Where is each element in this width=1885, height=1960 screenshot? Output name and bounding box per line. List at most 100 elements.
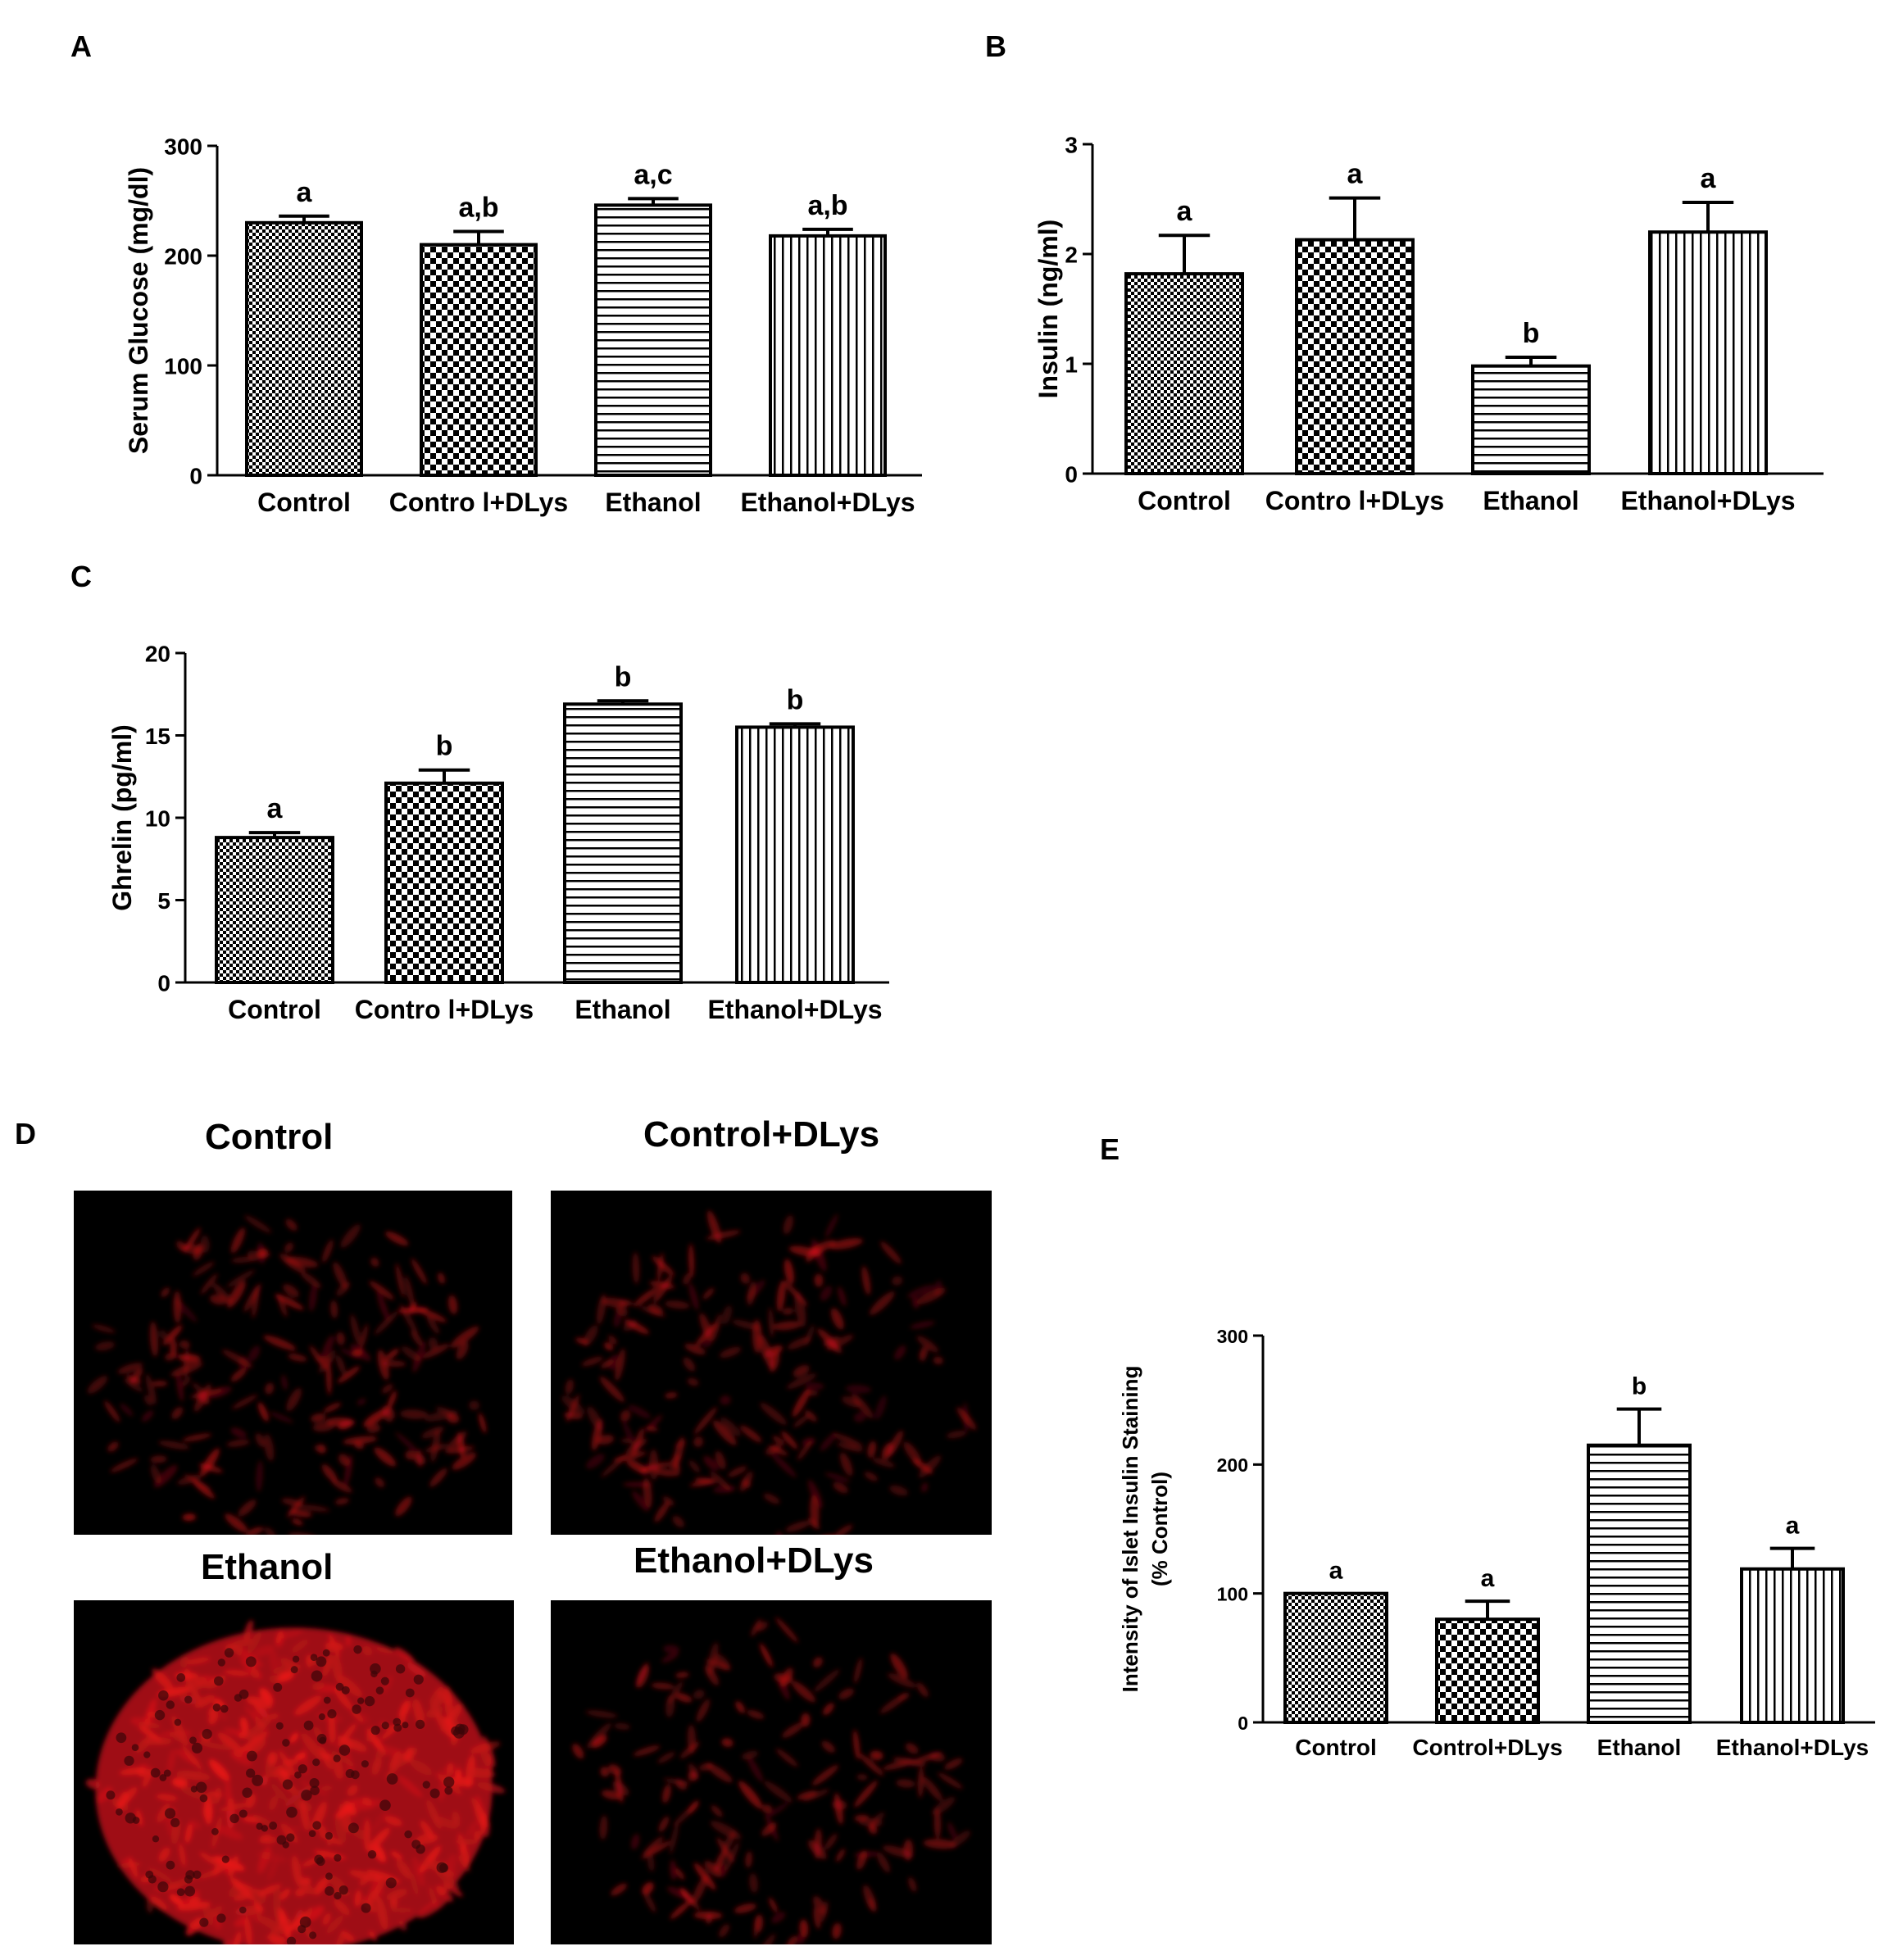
- stain-blob: [706, 1763, 733, 1783]
- stain-blob: [255, 1432, 266, 1448]
- stain-blob: [196, 1392, 210, 1404]
- stain-blob: [769, 1445, 788, 1456]
- nucleus-dot: [341, 1686, 350, 1695]
- stain-blob: [216, 1709, 228, 1721]
- stain-blob: [394, 1647, 415, 1663]
- stain-blob: [231, 1881, 258, 1893]
- nucleus-dot: [286, 1806, 298, 1818]
- stain-blob: [591, 1735, 607, 1749]
- stain-blob: [675, 1672, 689, 1678]
- stain-blob: [785, 1521, 811, 1532]
- stain-blob: [309, 1345, 328, 1370]
- stain-blob: [903, 1839, 914, 1861]
- nucleus-dot: [422, 1781, 430, 1789]
- stain-blob: [104, 1400, 120, 1422]
- stain-blob: [916, 1336, 939, 1353]
- stain-blob: [412, 1341, 426, 1373]
- nucleus-dot: [229, 1813, 239, 1823]
- stain-blob: [719, 1346, 742, 1359]
- bar-contro-l-dlys: [1295, 238, 1415, 475]
- stain-blob: [385, 1889, 407, 1900]
- stain-blob: [824, 1833, 838, 1850]
- stain-blob: [398, 1699, 411, 1719]
- stain-blob: [197, 1867, 226, 1880]
- nucleus-dot: [338, 1885, 348, 1895]
- stain-blob: [707, 1642, 719, 1676]
- nucleus-dot: [286, 1936, 297, 1944]
- stain-blob: [261, 1775, 269, 1786]
- stain-blob: [880, 1241, 902, 1264]
- bar-ethanol-dlys: [769, 234, 887, 477]
- nucleus-dot: [238, 1906, 247, 1914]
- nucleus-dot: [443, 1776, 455, 1788]
- stain-blob: [185, 1917, 203, 1936]
- stain-blob: [776, 1280, 786, 1312]
- stain-blob: [447, 1703, 462, 1725]
- stain-blob: [832, 1922, 842, 1940]
- significance-label: b: [436, 731, 453, 762]
- nucleus-dot: [316, 1656, 327, 1667]
- stain-blob: [252, 1286, 260, 1318]
- stain-blob: [313, 1445, 327, 1453]
- stain-blob: [363, 1409, 388, 1427]
- stain-blob: [144, 1698, 157, 1727]
- stain-blob: [434, 1712, 453, 1738]
- stain-blob: [712, 1485, 737, 1494]
- nucleus-dot: [375, 1686, 384, 1695]
- stain-blob: [704, 1861, 722, 1877]
- stain-blob: [291, 1639, 309, 1653]
- nucleus-dot: [282, 1739, 290, 1747]
- nucleus-dot: [213, 1676, 224, 1686]
- stain-blob: [370, 1257, 379, 1268]
- stain-blob: [117, 1363, 143, 1374]
- stain-blob: [179, 1340, 190, 1350]
- nucleus-dot: [166, 1860, 175, 1870]
- stain-blob: [636, 1665, 650, 1688]
- stain-blob: [911, 1752, 942, 1764]
- significance-label: b: [1632, 1373, 1647, 1400]
- stain-blob: [326, 1915, 344, 1934]
- stain-blob: [175, 1372, 184, 1402]
- stain-blob: [397, 1775, 423, 1798]
- nucleus-dot: [184, 1885, 196, 1897]
- stain-blob: [130, 1368, 143, 1384]
- nucleus-dot: [189, 1736, 197, 1744]
- stain-blob: [279, 1253, 306, 1274]
- nucleus-dot: [361, 1760, 369, 1768]
- stain-blob: [632, 1251, 640, 1285]
- stain-blob: [643, 1835, 664, 1855]
- nucleus-dot: [402, 1722, 409, 1729]
- stain-blob: [720, 1417, 742, 1437]
- stain-blob: [869, 1291, 895, 1315]
- stain-blob: [444, 1686, 453, 1720]
- stain-blob: [480, 1747, 489, 1767]
- stain-blob: [143, 1395, 153, 1406]
- stain-blob: [829, 1238, 864, 1250]
- stain-blob: [669, 1454, 681, 1470]
- nucleus-dot: [199, 1794, 208, 1803]
- panel-letter-a: A: [70, 29, 92, 63]
- stain-blob: [426, 1316, 440, 1334]
- stain-blob: [437, 1273, 446, 1284]
- stain-blob: [622, 1481, 653, 1487]
- stain-blob: [638, 1462, 671, 1472]
- stain-blob: [322, 1654, 333, 1677]
- nucleus-dot: [170, 1817, 180, 1828]
- stain-blob: [721, 1738, 734, 1748]
- nucleus-dot: [164, 1808, 176, 1819]
- stain-blob: [912, 1459, 933, 1474]
- stain-blob: [147, 1867, 174, 1883]
- x-tick-label-ethanol: Ethanol: [605, 488, 701, 517]
- stain-blob: [680, 1890, 701, 1911]
- y-tick-label: 200: [1217, 1454, 1248, 1476]
- stain-blob: [923, 1839, 957, 1849]
- stain-blob: [651, 1682, 675, 1690]
- stain-blob: [824, 1341, 843, 1354]
- stain-blob: [719, 1924, 730, 1938]
- stain-blob: [868, 1824, 878, 1835]
- stain-blob: [270, 1783, 288, 1802]
- stain-blob: [150, 1896, 167, 1911]
- stain-blob: [170, 1361, 203, 1377]
- stain-blob: [918, 1455, 942, 1478]
- significance-label: a: [297, 177, 313, 208]
